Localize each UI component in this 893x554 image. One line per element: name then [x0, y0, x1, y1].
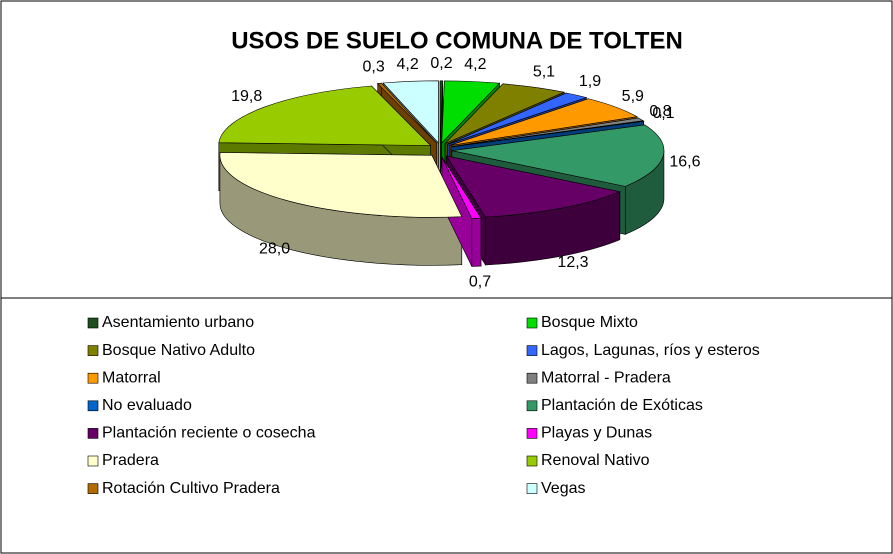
- legend-label: No evaluado: [102, 397, 192, 414]
- slice: [377, 82, 437, 144]
- legend-swatch: [87, 455, 99, 467]
- data-label: 0,2: [430, 55, 452, 72]
- slice: [441, 80, 501, 144]
- slice: [218, 85, 432, 146]
- slice: [441, 156, 482, 219]
- legend-label: Playas y Dunas: [541, 425, 652, 442]
- legend-swatch: [87, 345, 99, 356]
- legend-label: Rotación Cultivo Pradera: [102, 480, 280, 497]
- data-label: 0,3: [363, 58, 385, 75]
- slice: [439, 80, 444, 143]
- legend-label: Renoval Nativo: [541, 452, 650, 469]
- legend-label: Bosque Nativo Adulto: [102, 342, 255, 359]
- data-label: 4,2: [397, 56, 419, 73]
- data-label: 12,3: [557, 254, 588, 271]
- slice: [445, 155, 621, 218]
- legend-label: Matorral: [102, 369, 161, 386]
- data-label: 5,9: [622, 88, 644, 105]
- legend-swatch: [526, 400, 538, 412]
- legend-swatch: [87, 483, 99, 494]
- legend-swatch: [526, 317, 538, 329]
- data-label: 4,2: [464, 56, 486, 73]
- data-label: 5,1: [533, 63, 555, 80]
- slice: [447, 92, 588, 145]
- legend-label: Asentamiento urbano: [102, 314, 254, 331]
- slice: [382, 80, 439, 144]
- legend-label: Bosque Mixto: [541, 314, 638, 331]
- legend-label: Lagos, Lagunas, ríos y esteros: [541, 342, 760, 359]
- legend-swatch: [87, 372, 99, 384]
- legend-label: Vegas: [541, 480, 585, 497]
- slice: [450, 120, 645, 148]
- data-label: 16,6: [669, 154, 700, 171]
- legend-label: Matorral - Pradera: [541, 369, 671, 386]
- legend-label: Pradera: [102, 452, 159, 469]
- chart-title: USOS DE SUELO COMUNA DE TOLTEN: [231, 27, 683, 54]
- data-label: 0,7: [469, 273, 491, 290]
- slice-side: [471, 217, 482, 267]
- legend-swatch: [526, 345, 538, 356]
- legend-swatch: [526, 428, 538, 439]
- legend-swatch: [87, 428, 99, 439]
- slice: [451, 124, 665, 187]
- legend-label: Plantación reciente o cosecha: [102, 425, 316, 442]
- data-label: 28,0: [259, 240, 290, 257]
- legend-label: Plantación de Exóticas: [541, 397, 703, 414]
- slice: [219, 152, 463, 218]
- legend-swatch: [87, 400, 99, 412]
- legend-swatch: [526, 372, 538, 384]
- legend-swatch: [526, 455, 538, 467]
- legend-swatch: [87, 317, 99, 329]
- data-label: 1,9: [579, 73, 601, 90]
- slice: [449, 98, 638, 146]
- legend-swatch: [526, 483, 538, 494]
- data-label: 19,8: [231, 88, 262, 105]
- slice: [444, 83, 566, 144]
- data-label: 0,8: [649, 103, 671, 120]
- data-label: 0,1: [652, 105, 674, 122]
